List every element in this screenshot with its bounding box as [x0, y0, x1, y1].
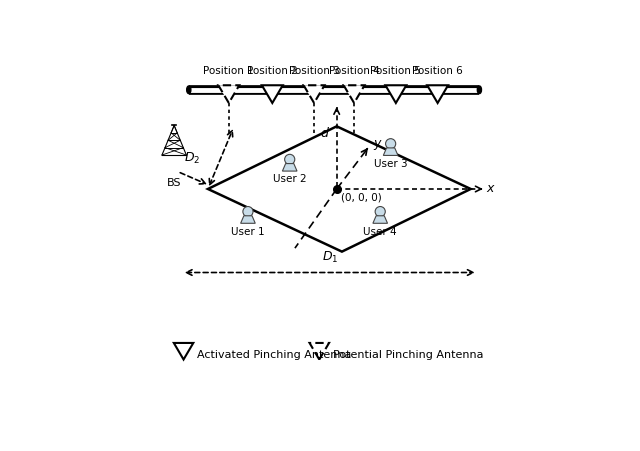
Polygon shape: [303, 86, 324, 104]
Polygon shape: [385, 86, 406, 104]
Text: Activated Pinching Antenna: Activated Pinching Antenna: [198, 350, 352, 359]
Circle shape: [375, 207, 385, 217]
Polygon shape: [383, 148, 398, 156]
Text: Position 4: Position 4: [329, 66, 380, 76]
Text: User 4: User 4: [364, 226, 397, 236]
Ellipse shape: [187, 87, 191, 94]
Text: Position 1: Position 1: [204, 66, 254, 76]
Circle shape: [285, 155, 295, 165]
Text: $D_2$: $D_2$: [184, 151, 200, 166]
Text: Potential Pinching Antenna: Potential Pinching Antenna: [333, 350, 484, 359]
Text: User 3: User 3: [374, 158, 408, 168]
Circle shape: [385, 139, 396, 149]
Text: Position 6: Position 6: [412, 66, 463, 76]
Polygon shape: [344, 86, 365, 104]
Text: Position 2: Position 2: [247, 66, 298, 76]
Polygon shape: [218, 86, 239, 104]
Ellipse shape: [477, 87, 481, 94]
Circle shape: [243, 207, 253, 217]
Text: Position 5: Position 5: [371, 66, 421, 76]
Polygon shape: [174, 343, 193, 360]
Text: $d$: $d$: [321, 126, 330, 140]
Text: (0, 0, 0): (0, 0, 0): [341, 192, 381, 202]
Text: $D_1$: $D_1$: [321, 249, 338, 264]
Text: User 1: User 1: [231, 226, 265, 236]
Polygon shape: [262, 86, 283, 104]
Text: Position 3: Position 3: [289, 66, 339, 76]
Text: User 2: User 2: [273, 174, 307, 184]
Polygon shape: [427, 86, 448, 104]
Polygon shape: [310, 343, 329, 360]
Polygon shape: [373, 216, 387, 224]
Polygon shape: [241, 216, 255, 224]
Text: x: x: [486, 181, 493, 194]
Polygon shape: [282, 164, 297, 172]
Text: BS: BS: [167, 177, 181, 187]
Text: y: y: [373, 137, 381, 150]
